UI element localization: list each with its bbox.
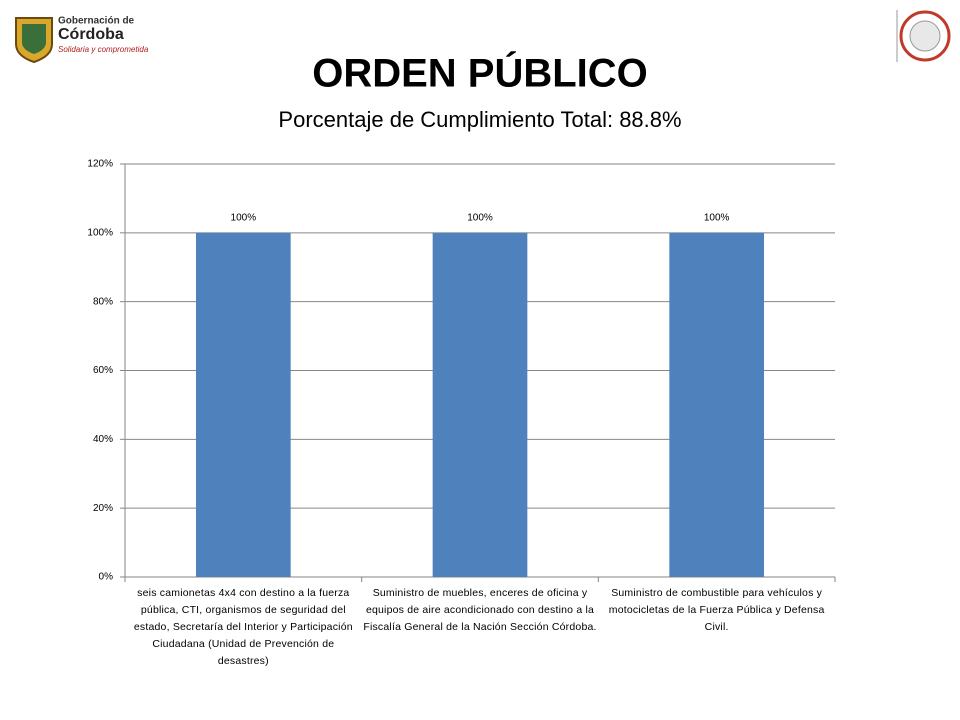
y-tick-label: 20%: [93, 503, 113, 514]
logo-ring: [899, 10, 951, 62]
y-tick-label: 120%: [87, 159, 113, 170]
data-label: 100%: [231, 212, 257, 223]
bar: [196, 232, 291, 578]
logo-text: Gobernación de: [58, 16, 135, 27]
logo-text: Solidaria y comprometida: [58, 45, 149, 54]
chart-subtitle: Porcentaje de Cumplimiento Total: 88.8%: [278, 107, 681, 132]
logo-center: [909, 20, 941, 52]
y-tick-label: 100%: [87, 227, 113, 238]
y-tick-label: 40%: [93, 434, 113, 445]
data-label: 100%: [467, 212, 493, 223]
x-tick-label: Suministro de combustible para vehículos…: [608, 587, 825, 633]
x-tick-label: Suministro de muebles, enceres de oficin…: [363, 587, 597, 633]
bar: [432, 232, 528, 578]
y-tick-label: 0%: [99, 572, 114, 583]
y-tick-label: 60%: [93, 365, 113, 376]
shield-inner: [22, 24, 46, 54]
chart-title: ORDEN PÚBLICO: [312, 50, 648, 96]
data-label: 100%: [704, 212, 730, 223]
x-tick-label: seis camionetas 4x4 con destino a la fue…: [133, 587, 353, 667]
left-logo: Gobernación de Córdoba Solidaria y compr…: [15, 16, 149, 64]
logo-text: Córdoba: [58, 26, 124, 43]
bar: [669, 232, 764, 578]
right-logo: [896, 10, 951, 62]
y-tick-label: 80%: [93, 296, 113, 307]
